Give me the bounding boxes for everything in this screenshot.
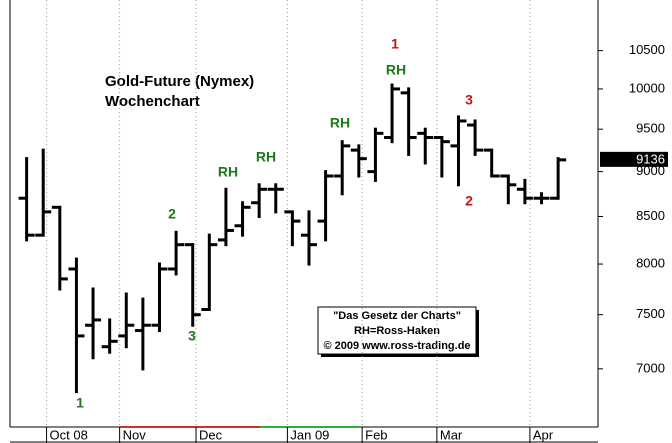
x-tick-label: Nov: [123, 427, 147, 442]
annotation: 1: [391, 36, 399, 52]
x-tick-label: Dec: [199, 427, 223, 442]
y-tick-label: 8500: [636, 208, 665, 223]
annotation: RH: [256, 149, 276, 165]
chart-subtitle: Wochenchart: [105, 93, 200, 110]
note-box-shadow: [321, 354, 479, 357]
x-tick-label: Apr: [533, 427, 554, 442]
annotation: 2: [168, 206, 176, 222]
annotation: RH: [330, 115, 350, 131]
x-tick-label: Mar: [440, 427, 463, 442]
note-line: "Das Gesetz der Charts": [333, 310, 461, 322]
last-price-box: [600, 151, 668, 167]
annotation: 2: [465, 193, 473, 209]
y-tick-label: 10500: [629, 42, 665, 57]
y-tick-label: 8000: [636, 255, 665, 270]
annotation: 3: [465, 92, 473, 108]
note-box-shadow: [476, 310, 479, 357]
annotation: 1: [76, 395, 84, 411]
y-tick-label: 7500: [636, 306, 665, 321]
chart-title: Gold-Future (Nymex): [105, 73, 254, 90]
y-tick-label: 10000: [629, 80, 665, 95]
x-tick-label: Oct 08: [50, 427, 88, 442]
annotation: RH: [386, 62, 406, 78]
annotation: RH: [218, 164, 238, 180]
note-line: © 2009 www.ross-trading.de: [323, 340, 470, 352]
y-tick-label: 9500: [636, 121, 665, 136]
y-tick-label: 7000: [636, 360, 665, 375]
annotation: 3: [188, 328, 196, 344]
x-tick-label: Feb: [365, 427, 387, 442]
x-tick-label: Jan 09: [290, 427, 329, 442]
last-price-label: 9136: [636, 151, 665, 166]
note-line: RH=Ross-Haken: [354, 325, 440, 337]
